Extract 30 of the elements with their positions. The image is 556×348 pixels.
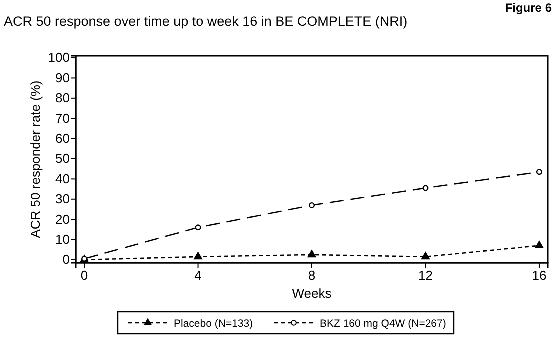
x-tick-label: 8 bbox=[308, 268, 316, 284]
caption: Figure 6 bbox=[505, 1, 552, 15]
y-tick-label: 60 bbox=[56, 130, 70, 146]
legend-label: Placebo (N=133) bbox=[174, 318, 254, 330]
y-tick-label: 10 bbox=[56, 232, 70, 247]
x-axis-title: Weeks bbox=[292, 286, 332, 301]
point bbox=[422, 252, 430, 260]
point bbox=[194, 252, 202, 260]
x-tick-label: 16 bbox=[532, 268, 547, 284]
legend-label: BKZ 160 mg Q4W (N=267) bbox=[320, 318, 446, 330]
point bbox=[195, 224, 202, 231]
y-tick-label: 100 bbox=[48, 50, 70, 66]
point bbox=[536, 169, 542, 176]
y-axis-title: ACR 50 responder rate (%) bbox=[28, 80, 43, 238]
y-tick-label: 0 bbox=[62, 252, 70, 268]
point bbox=[535, 241, 544, 248]
x-tick-label: 0 bbox=[80, 268, 88, 284]
y-tick-label: 80 bbox=[56, 90, 70, 106]
y-tick-label: 40 bbox=[56, 171, 70, 186]
x-tick-label: 12 bbox=[418, 268, 433, 284]
y-tick-label: 30 bbox=[56, 192, 70, 207]
point bbox=[308, 250, 316, 258]
y-tick-label: 70 bbox=[56, 110, 70, 126]
chart-title: ACR 50 response over time up to week 16 in BE COMPLETE (NRI) bbox=[4, 14, 408, 29]
y-tick-label: 20 bbox=[56, 212, 70, 227]
y-tick-label: 50 bbox=[56, 151, 70, 166]
y-tick-label: 90 bbox=[56, 70, 70, 86]
point bbox=[309, 202, 315, 208]
point bbox=[422, 185, 429, 192]
x-tick-label: 4 bbox=[194, 268, 202, 284]
